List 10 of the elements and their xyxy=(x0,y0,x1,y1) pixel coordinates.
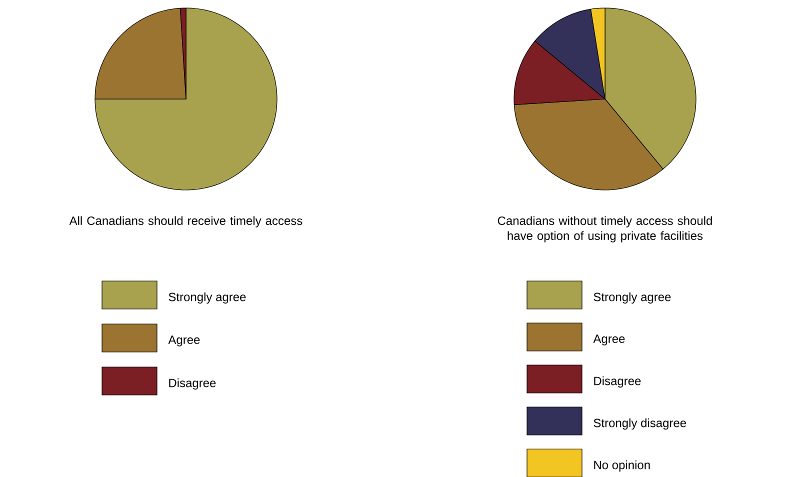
legend-label: Disagree xyxy=(594,376,641,388)
text: All Canadians should receive timely access xyxy=(69,216,302,228)
text: Canadians without timely access should have option of using private facilities xyxy=(498,216,712,242)
legend-label: Agree xyxy=(168,336,200,346)
legend-label: Strongly agree xyxy=(168,292,246,304)
legend-label: No opinion xyxy=(594,460,650,472)
legend-label: Agree xyxy=(593,334,625,346)
legend-label: Strongly disagree xyxy=(594,418,686,430)
legend-label: Disagree xyxy=(169,378,216,390)
legend-label: Strongly agree xyxy=(594,292,671,304)
